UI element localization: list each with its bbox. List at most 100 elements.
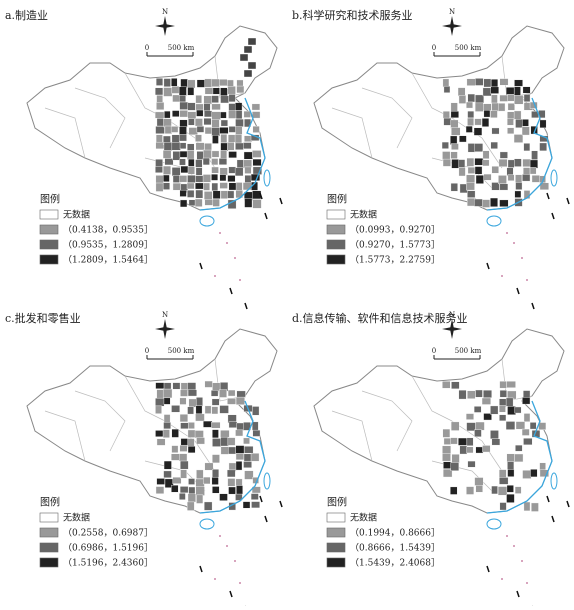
island-dot — [513, 545, 515, 547]
region — [250, 493, 259, 500]
region — [212, 486, 220, 494]
region — [194, 430, 204, 439]
region — [442, 381, 451, 389]
region — [499, 199, 509, 207]
region — [450, 151, 458, 159]
region — [188, 478, 195, 485]
region — [497, 486, 508, 496]
region — [514, 158, 522, 167]
region — [491, 166, 499, 174]
region — [203, 501, 213, 511]
region — [179, 101, 189, 110]
region — [196, 437, 205, 445]
region — [179, 486, 189, 494]
region — [220, 119, 228, 127]
region — [212, 469, 220, 478]
region — [236, 390, 246, 398]
region — [523, 413, 531, 422]
legend-label: （0.0993，0.9270］ — [350, 225, 440, 236]
region — [467, 166, 476, 174]
region — [163, 397, 171, 405]
island-mark — [279, 197, 283, 205]
region — [187, 79, 196, 89]
region — [451, 381, 460, 390]
region — [155, 159, 163, 168]
region — [195, 134, 202, 142]
island-mark — [546, 495, 550, 503]
scale-label: 0 — [432, 347, 436, 355]
region — [538, 422, 547, 431]
region — [523, 143, 531, 152]
region — [491, 438, 501, 446]
region — [235, 478, 243, 487]
region — [523, 94, 531, 102]
island — [486, 518, 502, 530]
region — [466, 437, 474, 446]
region — [171, 428, 179, 438]
region — [475, 78, 484, 86]
legend-swatch — [39, 209, 59, 220]
region — [172, 110, 180, 117]
region — [227, 478, 236, 487]
region — [155, 78, 164, 86]
region — [450, 437, 458, 445]
legend-swatch — [39, 557, 59, 568]
region — [490, 86, 500, 94]
region — [162, 150, 172, 159]
island — [550, 169, 558, 187]
region — [195, 103, 204, 111]
region — [212, 438, 222, 447]
region — [465, 125, 473, 133]
region — [187, 493, 196, 503]
island-dot — [214, 578, 216, 580]
north-label: N — [162, 311, 168, 319]
region — [179, 397, 187, 405]
region — [179, 119, 188, 128]
region — [155, 397, 165, 407]
legend-swatch — [326, 209, 346, 220]
region — [506, 493, 515, 503]
region — [513, 110, 522, 120]
island-dot — [521, 257, 523, 259]
region — [475, 446, 484, 454]
island-mark — [566, 500, 570, 508]
region — [187, 166, 195, 175]
region — [243, 69, 253, 78]
compass — [442, 16, 462, 36]
region — [467, 460, 476, 468]
region — [450, 119, 459, 129]
province-border — [411, 375, 453, 422]
region — [252, 158, 262, 167]
region — [171, 78, 178, 87]
region — [251, 501, 260, 509]
north-label: N — [449, 8, 455, 16]
coastline — [199, 97, 266, 211]
region — [530, 125, 538, 135]
map — [26, 328, 283, 610]
region — [458, 437, 467, 446]
island-dot — [506, 535, 508, 537]
scale-label: 0 — [432, 44, 436, 52]
region — [220, 134, 228, 144]
island — [486, 215, 502, 227]
island-dot — [219, 232, 221, 234]
region — [228, 94, 236, 103]
region — [163, 414, 171, 424]
region — [179, 199, 188, 208]
region — [227, 142, 235, 151]
region — [187, 406, 194, 415]
region — [180, 422, 189, 430]
region — [514, 406, 522, 414]
region — [499, 94, 509, 102]
region — [482, 199, 491, 208]
island-mark — [279, 500, 283, 508]
region — [450, 102, 458, 112]
region — [162, 182, 171, 190]
region — [228, 486, 236, 495]
region — [187, 422, 195, 429]
coastline — [199, 400, 266, 514]
region — [235, 453, 245, 461]
region — [187, 438, 195, 448]
legend-title: 图例 — [327, 193, 347, 206]
